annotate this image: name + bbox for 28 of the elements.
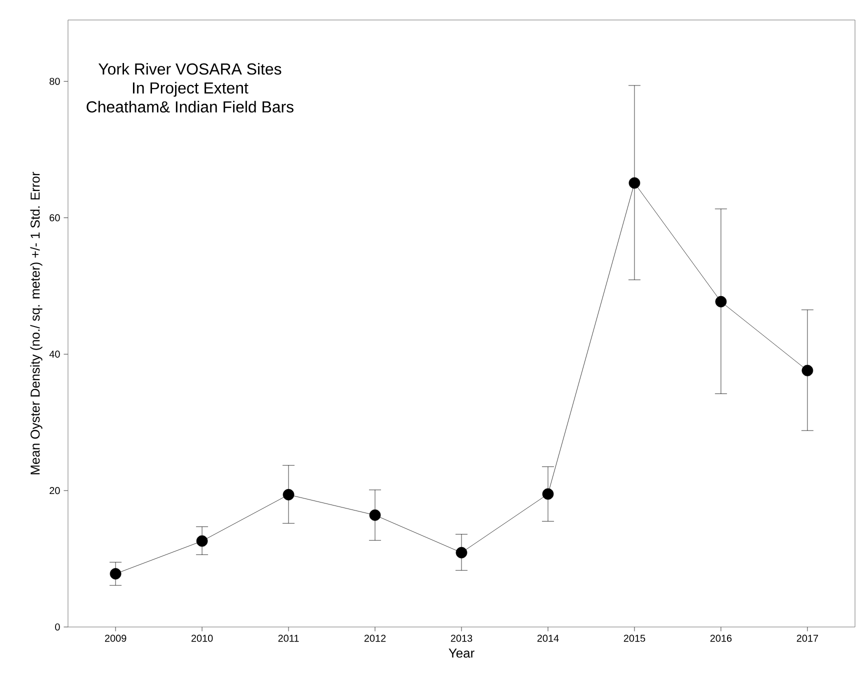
point <box>628 177 640 189</box>
annotation: Cheatham& Indian Field Bars <box>86 100 294 113</box>
point <box>282 488 294 500</box>
y-tick-label: 60 <box>50 214 60 222</box>
x-tick-label: 2012 <box>364 634 386 642</box>
x-tick-label: 2014 <box>537 634 559 642</box>
point <box>715 296 727 308</box>
x-tick-label: 2017 <box>796 634 818 642</box>
text: In Project Extent <box>132 82 248 97</box>
point <box>456 546 468 558</box>
text: York River VOSARA Sites <box>98 62 282 75</box>
point <box>802 364 814 376</box>
y-tick-label: 80 <box>50 78 60 85</box>
x-tick-label: 2015 <box>624 634 646 642</box>
x-tick-label: 2016 <box>710 634 732 642</box>
x-tick-label: 2011 <box>278 634 299 642</box>
y-tick-label: 0 <box>55 623 60 631</box>
x-axis-title: Year <box>448 648 474 658</box>
point <box>110 568 122 580</box>
x-tick-label: 2013 <box>450 634 472 642</box>
point <box>369 509 381 521</box>
y-axis-title: Mean Oyster Density (no./ sq. meter) +/- 1 Std. Error <box>30 172 42 474</box>
point <box>542 488 554 500</box>
point <box>196 535 208 547</box>
x-tick-label: 2010 <box>191 634 213 642</box>
y-tick-label: 20 <box>50 487 60 494</box>
y-tick-label: 40 <box>49 350 60 358</box>
x-tick-label: 2009 <box>104 634 126 642</box>
